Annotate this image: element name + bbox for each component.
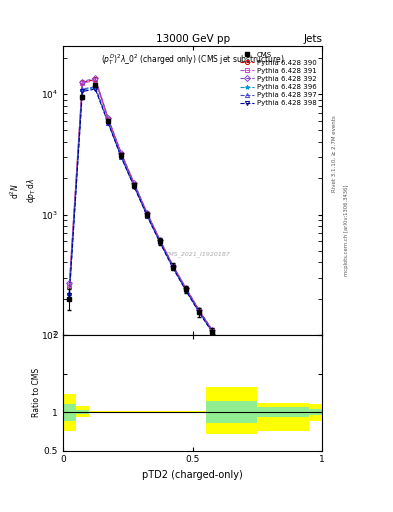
Legend: CMS, Pythia 6.428 390, Pythia 6.428 391, Pythia 6.428 392, Pythia 6.428 396, Pyt: CMS, Pythia 6.428 390, Pythia 6.428 391,…: [238, 50, 319, 108]
Y-axis label: $\mathrm{d}^2N$
$\mathrm{d}p_T\,\mathrm{d}\lambda$: $\mathrm{d}^2N$ $\mathrm{d}p_T\,\mathrm{…: [8, 178, 38, 203]
Text: 13000 GeV pp: 13000 GeV pp: [156, 33, 230, 44]
Text: CMS_2021_I1920187: CMS_2021_I1920187: [165, 251, 231, 257]
Text: Jets: Jets: [303, 33, 322, 44]
Text: Rivet 3.1.10, ≥ 2.7M events: Rivet 3.1.10, ≥ 2.7M events: [332, 115, 337, 192]
Text: $(p_T^D)^2\lambda\_0^2$ (charged only) (CMS jet substructure): $(p_T^D)^2\lambda\_0^2$ (charged only) (…: [101, 52, 285, 67]
Y-axis label: Ratio to CMS: Ratio to CMS: [32, 368, 41, 417]
Text: mcplots.cern.ch [arXiv:1306.3436]: mcplots.cern.ch [arXiv:1306.3436]: [344, 185, 349, 276]
X-axis label: pTD2 (charged-only): pTD2 (charged-only): [142, 470, 243, 480]
